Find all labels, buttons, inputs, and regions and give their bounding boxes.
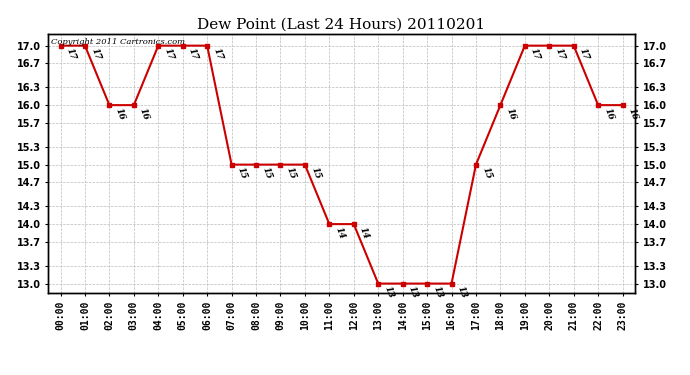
Text: 16: 16 (504, 106, 518, 122)
Text: 13: 13 (431, 285, 444, 300)
Text: 17: 17 (211, 47, 224, 62)
Text: 15: 15 (284, 166, 297, 181)
Text: Copyright 2011 Cartronics.com: Copyright 2011 Cartronics.com (51, 38, 186, 46)
Text: 13: 13 (407, 285, 420, 300)
Text: 17: 17 (187, 47, 199, 62)
Text: 17: 17 (553, 47, 566, 62)
Text: 17: 17 (578, 47, 591, 62)
Text: 17: 17 (162, 47, 175, 62)
Text: 16: 16 (602, 106, 615, 122)
Text: 13: 13 (382, 285, 395, 300)
Text: 16: 16 (627, 106, 640, 122)
Text: 16: 16 (114, 106, 126, 122)
Text: 16: 16 (138, 106, 150, 122)
Text: 15: 15 (309, 166, 322, 181)
Text: 15: 15 (480, 166, 493, 181)
Text: 15: 15 (236, 166, 248, 181)
Text: 13: 13 (455, 285, 469, 300)
Text: 14: 14 (358, 225, 371, 240)
Text: 14: 14 (333, 225, 346, 240)
Text: 17: 17 (529, 47, 542, 62)
Text: 17: 17 (65, 47, 77, 62)
Text: 15: 15 (260, 166, 273, 181)
Text: 17: 17 (89, 47, 102, 62)
Title: Dew Point (Last 24 Hours) 20110201: Dew Point (Last 24 Hours) 20110201 (197, 17, 486, 31)
